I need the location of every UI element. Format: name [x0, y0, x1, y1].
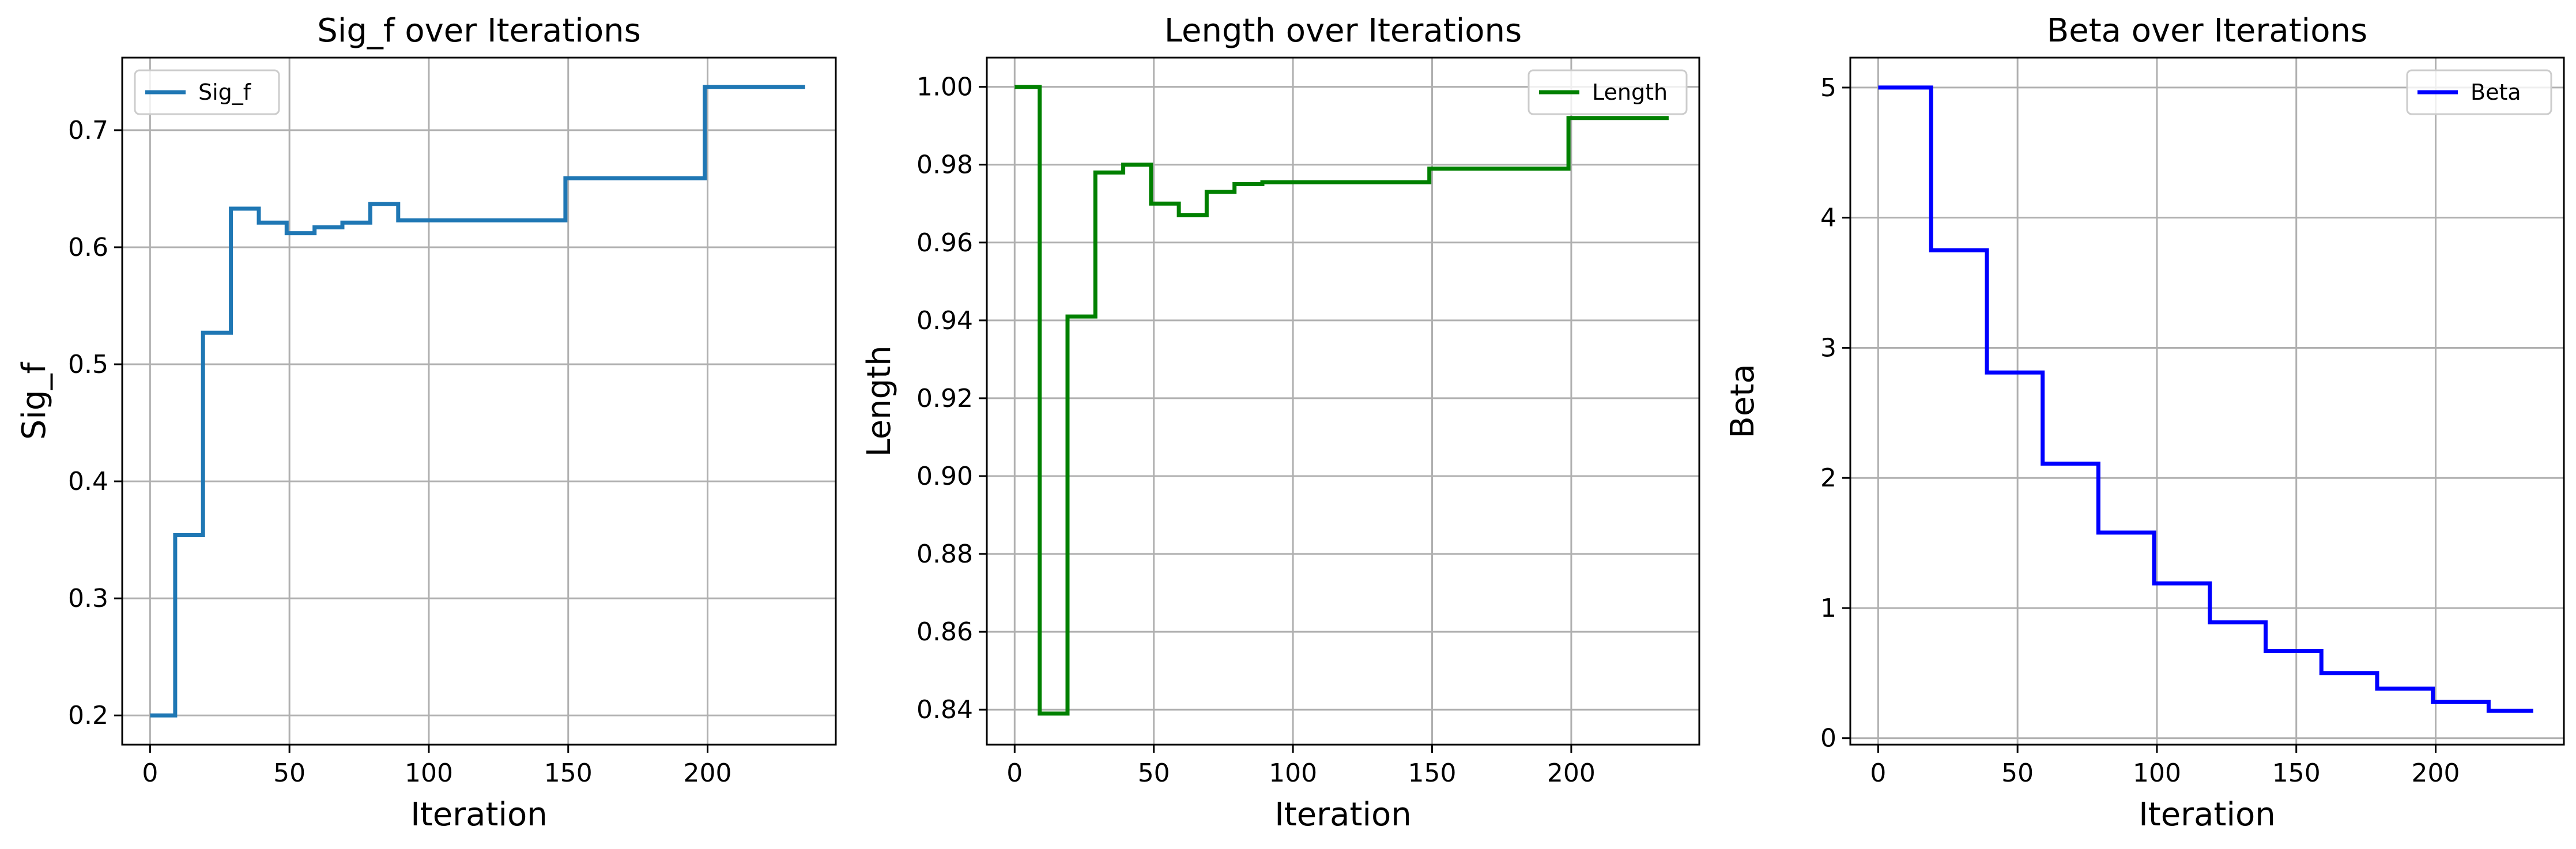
y-tick-label: 1	[1820, 594, 1836, 623]
y-axis-label: Length	[861, 345, 898, 456]
y-tick-label: 0.88	[917, 539, 973, 569]
y-tick-label: 2	[1820, 463, 1836, 493]
legend-label: Sig_f	[198, 80, 252, 105]
x-tick-label: 150	[2272, 759, 2321, 788]
y-tick-label: 0.6	[68, 233, 108, 262]
y-tick-label: 3	[1820, 333, 1836, 363]
x-tick-label: 200	[684, 759, 732, 788]
chart-2: 0 50 100 150 200 0.84 0.86 0.88 0.90 0.92 0.94 0.96…	[861, 12, 1700, 833]
y-tick-label: 0.84	[917, 695, 973, 725]
chart-1: 0 50 100 150 200 0.2 0.3 0.4 0.5 0.6 0.7 Sig_f over…	[16, 12, 837, 833]
y-tick-label: 0.86	[917, 617, 973, 647]
x-tick-label: 100	[405, 759, 453, 788]
x-tick-label: 50	[1138, 759, 1170, 788]
x-tick-label: 0	[1870, 759, 1886, 788]
legend-label: Beta	[2471, 80, 2521, 105]
y-tick-label: 0.4	[68, 467, 108, 496]
x-tick-label: 0	[1006, 759, 1023, 788]
x-axis-label: Iteration	[1274, 796, 1412, 833]
x-tick-label: 50	[2001, 759, 2034, 788]
y-tick-label: 4	[1820, 203, 1836, 233]
x-tick-label: 150	[1408, 759, 1457, 788]
x-tick-label: 100	[2133, 759, 2181, 788]
chart-3: 0 50 100 150 200 0 1 2 3 4 5 Beta over Iterations It…	[1724, 12, 2565, 833]
plot-area-frame	[1849, 56, 2565, 746]
series-line-length	[1014, 85, 1669, 716]
y-tick-label: 0.92	[917, 384, 973, 413]
y-axis-label: Sig_f	[16, 362, 53, 440]
x-tick-label: 200	[1547, 759, 1596, 788]
chart-title: Length over Iterations	[1164, 12, 1522, 50]
y-tick-label: 0.94	[917, 306, 973, 335]
y-tick-label: 0.98	[917, 150, 973, 180]
y-tick-label: 0.7	[68, 116, 108, 145]
y-axis-label: Beta	[1724, 364, 1762, 438]
y-tick-label: 0	[1820, 724, 1836, 753]
x-tick-label: 50	[273, 759, 306, 788]
y-tick-label: 5	[1820, 73, 1836, 103]
legend: Length	[1528, 69, 1688, 115]
y-tick-label: 0.90	[917, 462, 973, 491]
legend-box	[134, 69, 280, 115]
y-tick-label: 0.5	[68, 350, 108, 379]
x-tick-label: 150	[544, 759, 593, 788]
chart-title: Beta over Iterations	[2047, 12, 2367, 50]
x-tick-label: 100	[1269, 759, 1317, 788]
x-axis-label: Iteration	[2139, 796, 2276, 833]
legend-label: Length	[1592, 80, 1668, 105]
legend-box	[1528, 69, 1688, 115]
x-tick-label: 0	[142, 759, 158, 788]
y-tick-label: 0.2	[68, 701, 108, 730]
legend: Sig_f	[134, 69, 280, 115]
legend: Beta	[2406, 69, 2552, 115]
series-line-beta	[1878, 85, 2533, 713]
y-tick-label: 1.00	[917, 73, 973, 102]
y-tick-label: 0.3	[68, 584, 108, 613]
legend-box	[2406, 69, 2552, 115]
plot-area-frame	[121, 56, 837, 746]
plot-area-frame	[986, 56, 1700, 746]
x-axis-label: Iteration	[410, 796, 548, 833]
chart-title: Sig_f over Iterations	[317, 12, 641, 50]
series-line-sig-f	[150, 85, 805, 718]
x-tick-label: 200	[2412, 759, 2460, 788]
y-tick-label: 0.96	[917, 228, 973, 258]
